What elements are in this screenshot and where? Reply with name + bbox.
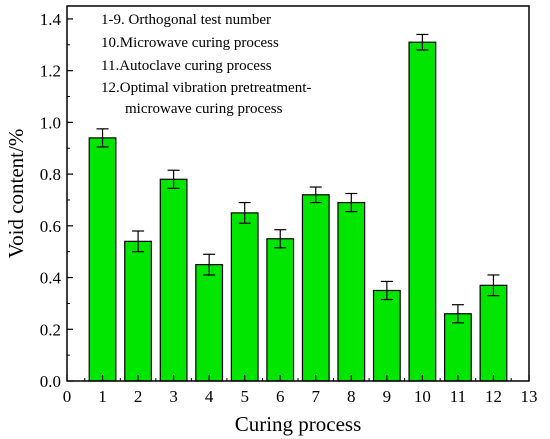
- note-line-4: 12.Optimal vibration pretreatment-: [101, 80, 311, 96]
- note-line-5: microwave curing process: [125, 101, 283, 117]
- y-tick-label-0.8: 0.8: [40, 165, 61, 184]
- error-bar-6: [274, 229, 287, 249]
- x-tick-label-6: 6: [276, 387, 285, 406]
- bar-11: [443, 313, 472, 382]
- x-axis-ticks: 0 1 2 3 4 5 6 7 8 9 10 11 12 13: [63, 375, 538, 406]
- bar-3: [159, 178, 188, 382]
- x-tick-label-5: 5: [240, 387, 249, 406]
- x-tick-label-2: 2: [134, 387, 143, 406]
- x-tick-label-8: 8: [347, 387, 356, 406]
- error-bar-3: [167, 169, 180, 189]
- error-bar-8: [345, 192, 358, 213]
- y-tick-label-0.0: 0.0: [40, 372, 61, 391]
- error-bar-12: [487, 274, 500, 297]
- y-tick-label-0.4: 0.4: [40, 269, 62, 288]
- error-bar-2: [132, 230, 145, 253]
- error-bar-1: [96, 128, 109, 148]
- x-tick-label-1: 1: [98, 387, 107, 406]
- y-tick-label-1.4: 1.4: [40, 10, 62, 29]
- error-bar-11: [451, 304, 464, 324]
- x-tick-label-0: 0: [63, 387, 72, 406]
- x-tick-label-9: 9: [383, 387, 392, 406]
- note-line-1: 1-9. Orthogonal test number: [101, 12, 271, 28]
- y-tick-label-1.0: 1.0: [40, 113, 61, 132]
- y-tick-label-0.2: 0.2: [40, 320, 61, 339]
- bar-1: [88, 137, 117, 382]
- x-tick-label-11: 11: [450, 387, 466, 406]
- x-tick-label-3: 3: [169, 387, 178, 406]
- bar-5: [230, 212, 259, 382]
- legend-notes: 1-9. Orthogonal test number 10.Microwave…: [101, 12, 311, 117]
- error-bar-5: [238, 201, 251, 224]
- bar-8: [337, 201, 366, 382]
- note-line-3: 11.Autoclave curing process: [101, 58, 272, 74]
- y-axis-title: Void content/%: [4, 129, 28, 259]
- bar-6: [266, 238, 295, 382]
- error-bar-4: [203, 253, 216, 276]
- y-tick-label-0.6: 0.6: [40, 217, 61, 236]
- y-tick-label-1.2: 1.2: [40, 62, 61, 81]
- x-tick-label-12: 12: [485, 387, 502, 406]
- error-bar-7: [309, 186, 322, 204]
- x-tick-label-13: 13: [521, 387, 538, 406]
- bar-4: [195, 264, 224, 382]
- bar-12: [479, 284, 508, 382]
- y-axis-ticks: 0.0 0.2 0.4 0.6 0.8 1.0 1.2 1.4: [40, 10, 73, 391]
- error-bar-9: [380, 280, 393, 301]
- bar-9: [372, 289, 401, 382]
- x-tick-label-10: 10: [414, 387, 431, 406]
- error-bar-10: [416, 33, 429, 51]
- x-tick-label-4: 4: [205, 387, 214, 406]
- x-tick-label-7: 7: [312, 387, 321, 406]
- bar-7: [301, 194, 330, 382]
- bar-2: [124, 240, 153, 382]
- note-line-2: 10.Microwave curing process: [101, 35, 279, 51]
- error-bars-layer: [96, 33, 500, 324]
- bar-10: [408, 41, 437, 382]
- x-axis-title: Curing process: [235, 412, 362, 436]
